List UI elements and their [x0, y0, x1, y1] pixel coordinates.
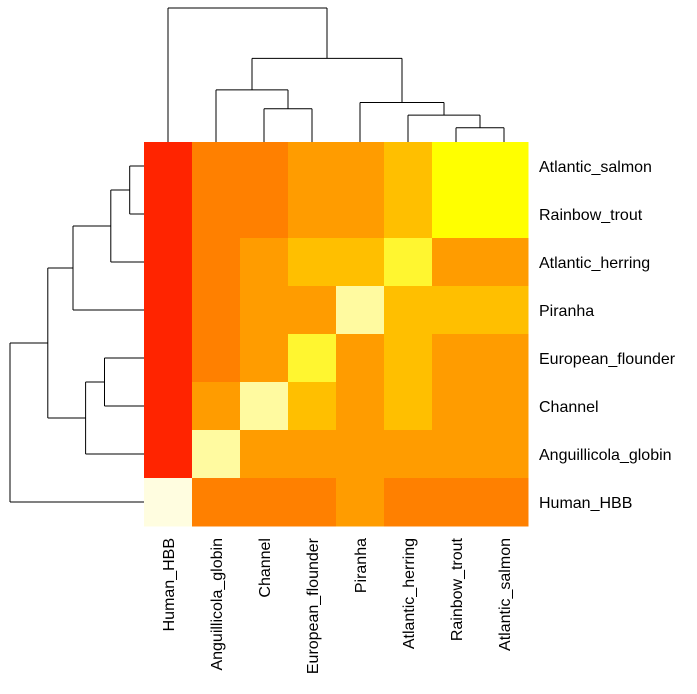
heatmap-cell-human-hbb-rainbow-trout — [432, 478, 481, 527]
heatmap-cell-channel-piranha — [336, 382, 385, 431]
heatmap-cell-atlantic-herring-channel — [240, 238, 289, 287]
heatmap-cell-atlantic-salmon-rainbow-trout — [432, 142, 481, 191]
heatmap-cell-european-flounder-atlantic-herring — [384, 334, 433, 383]
heatmap-cell-human-hbb-atlantic-salmon — [480, 478, 529, 527]
heatmap-cell-anguillicola-globin-human-hbb — [144, 430, 193, 479]
heatmap-cell-anguillicola-globin-channel — [240, 430, 289, 479]
heatmap-cell-rainbow-trout-rainbow-trout — [432, 190, 481, 239]
heatmap-cell-rainbow-trout-channel — [240, 190, 289, 239]
column-label-rainbow-trout: Rainbow_trout — [449, 537, 466, 641]
heatmap-cell-atlantic-salmon-atlantic-herring — [384, 142, 433, 191]
heatmap-cell-atlantic-herring-piranha — [336, 238, 385, 287]
row-dendrogram — [9, 165, 144, 503]
heatmap-cell-european-flounder-rainbow-trout — [432, 334, 481, 383]
heatmap-cell-european-flounder-channel — [240, 334, 289, 383]
heatmap-cell-human-hbb-european-flounder — [288, 478, 337, 527]
heatmap-cell-anguillicola-globin-anguillicola-globin — [192, 430, 241, 479]
heatmap-cell-piranha-piranha — [336, 286, 385, 335]
column-label-anguillicola-globin: Anguillicola_globin — [209, 538, 226, 671]
heatmap-cell-anguillicola-globin-european-flounder — [288, 430, 337, 479]
heatmap-cell-atlantic-herring-european-flounder — [288, 238, 337, 287]
heatmap-cell-piranha-rainbow-trout — [432, 286, 481, 335]
heatmap-cell-atlantic-herring-human-hbb — [144, 238, 193, 287]
heatmap-cell-atlantic-salmon-piranha — [336, 142, 385, 191]
heatmap-cell-atlantic-salmon-european-flounder — [288, 142, 337, 191]
row-label-anguillicola-globin: Anguillicola_globin — [539, 447, 672, 464]
heatmap-cell-european-flounder-european-flounder — [288, 334, 337, 383]
heatmap-cell-rainbow-trout-human-hbb — [144, 190, 193, 239]
heatmap-cell-piranha-atlantic-herring — [384, 286, 433, 335]
heatmap-cell-anguillicola-globin-atlantic-salmon — [480, 430, 529, 479]
heatmap-cell-european-flounder-atlantic-salmon — [480, 334, 529, 383]
heatmap-cell-human-hbb-piranha — [336, 478, 385, 527]
column-label-european-flounder: European_flounder — [305, 537, 322, 674]
row-label-rainbow-trout: Rainbow_trout — [539, 207, 643, 224]
heatmap-cell-rainbow-trout-anguillicola-globin — [192, 190, 241, 239]
column-label-human-hbb: Human_HBB — [161, 538, 178, 631]
heatmap-cell-european-flounder-human-hbb — [144, 334, 193, 383]
column-dendrogram — [167, 7, 505, 142]
row-label-atlantic-herring: Atlantic_herring — [539, 255, 650, 272]
heatmap-cell-rainbow-trout-atlantic-salmon — [480, 190, 529, 239]
heatmap-cell-piranha-atlantic-salmon — [480, 286, 529, 335]
column-label-atlantic-herring: Atlantic_herring — [401, 538, 418, 649]
heatmap-cell-rainbow-trout-piranha — [336, 190, 385, 239]
heatmap-cell-european-flounder-piranha — [336, 334, 385, 383]
heatmap-cell-atlantic-salmon-human-hbb — [144, 142, 193, 191]
heatmap-cell-channel-rainbow-trout — [432, 382, 481, 431]
heatmap-cell-human-hbb-atlantic-herring — [384, 478, 433, 527]
heatmap-cell-channel-channel — [240, 382, 289, 431]
heatmap-cell-channel-anguillicola-globin — [192, 382, 241, 431]
heatmap-cell-atlantic-herring-atlantic-herring — [384, 238, 433, 287]
heatmap-cell-channel-atlantic-salmon — [480, 382, 529, 431]
heatmap-cell-atlantic-herring-anguillicola-globin — [192, 238, 241, 287]
column-label-channel: Channel — [257, 538, 274, 598]
heatmap-cell-anguillicola-globin-atlantic-herring — [384, 430, 433, 479]
heatmap-cell-piranha-human-hbb — [144, 286, 193, 335]
heatmap-cell-piranha-anguillicola-globin — [192, 286, 241, 335]
row-label-channel: Channel — [539, 399, 599, 416]
heatmap-cell-atlantic-herring-atlantic-salmon — [480, 238, 529, 287]
heatmap-cell-atlantic-salmon-anguillicola-globin — [192, 142, 241, 191]
heatmap-cell-piranha-european-flounder — [288, 286, 337, 335]
heatmap-cell-piranha-channel — [240, 286, 289, 335]
heatmap-cell-european-flounder-anguillicola-globin — [192, 334, 241, 383]
column-label-atlantic-salmon: Atlantic_salmon — [497, 538, 514, 651]
row-labels: Atlantic_salmon Rainbow_trout Atlantic_her… — [539, 159, 676, 512]
row-label-european-flounder: European_flounder — [539, 351, 676, 368]
row-label-piranha: Piranha — [539, 303, 594, 320]
heatmap-cell-atlantic-salmon-channel — [240, 142, 289, 191]
heatmap-cell-atlantic-salmon-atlantic-salmon — [480, 142, 529, 191]
heatmap-cell-channel-european-flounder — [288, 382, 337, 431]
column-label-piranha: Piranha — [353, 538, 370, 593]
heatmap-cell-rainbow-trout-atlantic-herring — [384, 190, 433, 239]
heatmap-cell-human-hbb-human-hbb — [144, 478, 193, 527]
row-label-human-hbb: Human_HBB — [539, 495, 632, 512]
heatmap-cell-channel-human-hbb — [144, 382, 193, 431]
heatmap-cell-rainbow-trout-european-flounder — [288, 190, 337, 239]
heatmap-cell-human-hbb-channel — [240, 478, 289, 527]
heatmap-cell-anguillicola-globin-piranha — [336, 430, 385, 479]
heatmap-cell-atlantic-herring-rainbow-trout — [432, 238, 481, 287]
row-label-atlantic-salmon: Atlantic_salmon — [539, 159, 652, 176]
heatmap-cell-anguillicola-globin-rainbow-trout — [432, 430, 481, 479]
heatmap-cells — [144, 142, 529, 527]
heatmap-cell-human-hbb-anguillicola-globin — [192, 478, 241, 527]
column-labels: Human_HBB Anguillicola_globin Channel Europ… — [161, 537, 514, 674]
heatmap-cell-channel-atlantic-herring — [384, 382, 433, 431]
